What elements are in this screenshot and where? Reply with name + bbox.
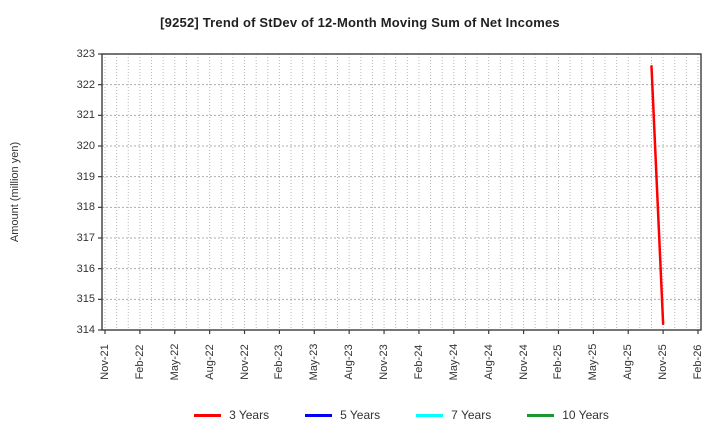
y-tick-label: 315 xyxy=(76,293,95,306)
chart-title: [9252] Trend of StDev of 12-Month Moving… xyxy=(160,15,560,30)
y-tick-label: 316 xyxy=(76,262,95,275)
x-tick-label: Nov-22 xyxy=(238,344,251,380)
legend-label: 3 Years xyxy=(229,408,270,422)
x-tick-label: Feb-22 xyxy=(133,344,146,380)
y-tick-label: 318 xyxy=(76,201,95,214)
x-tick-label: May-23 xyxy=(308,343,321,381)
x-tick-label: Feb-26 xyxy=(692,344,704,380)
y-tick-label: 314 xyxy=(76,324,95,336)
legend-item: 10 Years xyxy=(527,408,609,422)
legend-swatch xyxy=(305,413,333,417)
x-tick-label: Aug-22 xyxy=(203,344,216,380)
y-tick-label: 322 xyxy=(76,78,95,91)
legend-label: 5 Years xyxy=(340,408,381,422)
x-tick-label: Nov-21 xyxy=(99,344,111,380)
x-tick-label: Feb-25 xyxy=(552,344,565,380)
x-tick-label: May-24 xyxy=(447,343,460,381)
x-tick-label: Aug-25 xyxy=(622,344,635,380)
plot-border xyxy=(101,53,702,331)
legend-swatch xyxy=(416,413,444,417)
x-tick-label: Nov-23 xyxy=(378,344,391,380)
legend-item: 7 Years xyxy=(416,408,491,422)
legend-swatch xyxy=(527,413,555,417)
x-tick-label: Aug-24 xyxy=(482,344,495,380)
legend: 3 Years 5 Years 7 Years 10 Years xyxy=(102,403,701,427)
legend-item: 3 Years xyxy=(194,408,269,422)
x-tick-label: May-22 xyxy=(168,343,181,381)
y-tick-label: 317 xyxy=(76,232,95,244)
x-tick-label: Feb-23 xyxy=(273,344,286,380)
y-tick-label: 319 xyxy=(76,170,95,183)
x-tick-label: Feb-24 xyxy=(412,344,425,380)
x-tick-label: Nov-25 xyxy=(657,344,670,380)
series-line-3-years xyxy=(650,65,665,326)
y-tick-label: 321 xyxy=(76,109,95,122)
x-tick-label: May-25 xyxy=(587,343,600,381)
y-tick-label: 320 xyxy=(76,140,95,152)
legend-label: 10 Years xyxy=(562,408,609,422)
legend-item: 5 Years xyxy=(305,408,380,422)
x-tick-label: Aug-23 xyxy=(343,344,356,380)
legend-swatch xyxy=(194,413,222,417)
y-tick-label: 323 xyxy=(76,48,95,60)
legend-label: 7 Years xyxy=(451,408,492,422)
x-tick-label: Nov-24 xyxy=(517,344,530,380)
